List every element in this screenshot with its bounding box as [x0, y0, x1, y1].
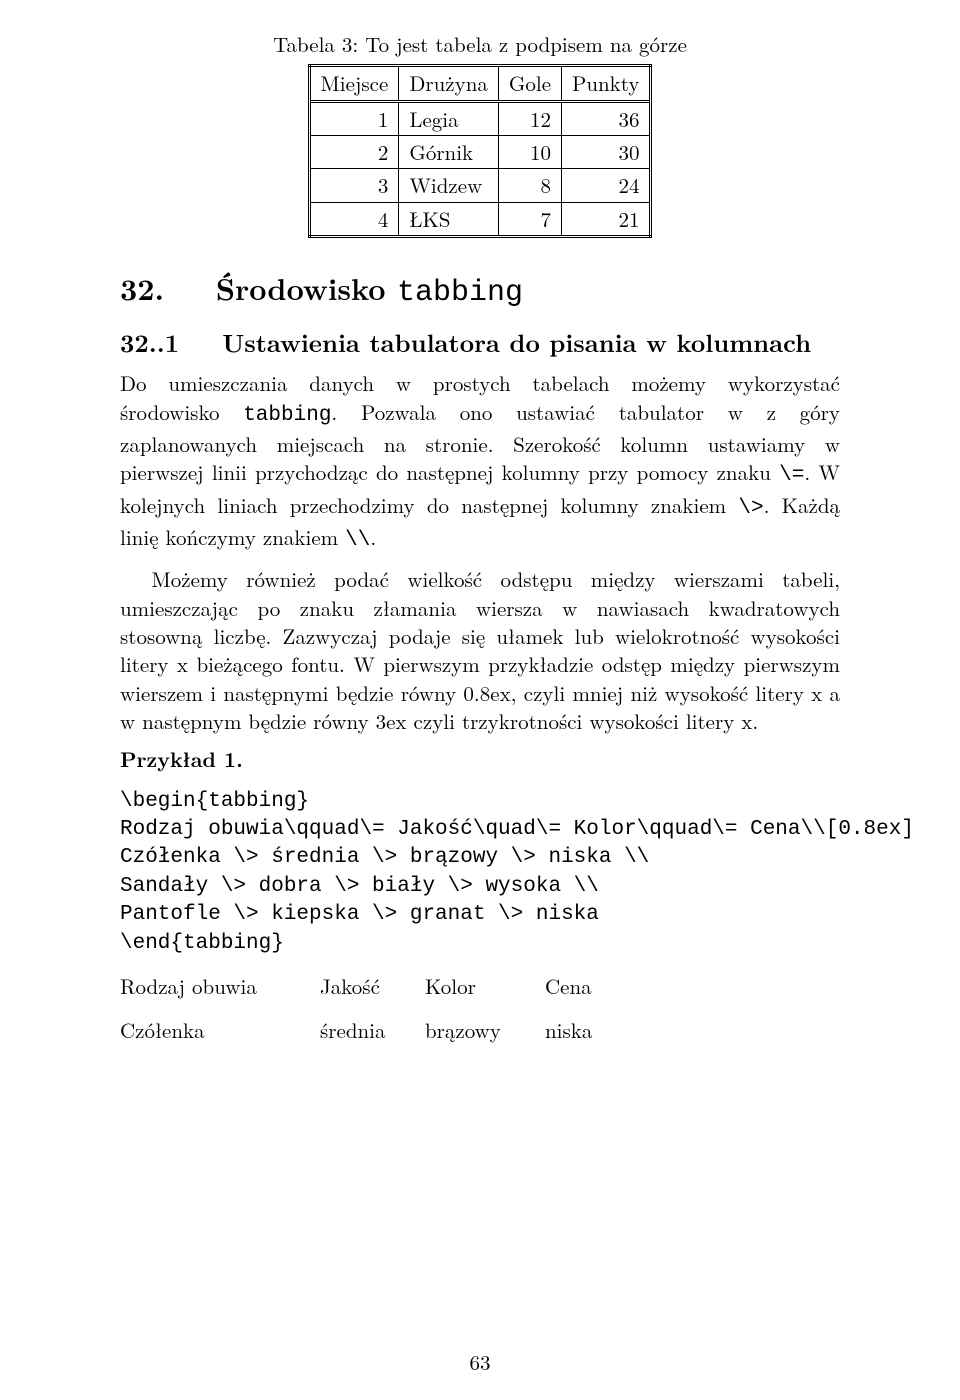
table-cell: ŁKS: [399, 202, 499, 236]
table-cell: 10: [498, 136, 561, 169]
table-cell: 2: [309, 136, 399, 169]
code-inline: tabbing: [243, 404, 331, 427]
code-block: \begin{tabbing} Rodzaj obuwia\qquad\= Ja…: [120, 788, 840, 958]
tabbing-cell: Czółenka: [120, 1016, 320, 1044]
subsection-title: Ustawienia tabulatora do pisania w kolum…: [222, 325, 811, 360]
subsection-heading: 32..1 Ustawienia tabulatora do pisania w…: [120, 326, 840, 360]
page: Tabela 3: To jest tabela z podpisem na g…: [0, 0, 960, 1400]
paragraph-2: Możemy również podać wielkość odstępu mi…: [120, 565, 840, 735]
code-inline: \\: [345, 529, 370, 552]
tabbing-result: Rodzaj obuwia Jakość Kolor Cena Czółenka…: [120, 972, 840, 1045]
table-cell: 30: [562, 136, 651, 169]
table-cell: 12: [498, 101, 561, 135]
table-cell: 7: [498, 202, 561, 236]
section-number: 32.: [120, 266, 164, 309]
tabbing-cell: Kolor: [425, 972, 545, 1000]
text: .: [370, 522, 376, 552]
tabbing-cell: brązowy: [425, 1016, 545, 1044]
table-cell: 1: [309, 101, 399, 135]
tabbing-cell: średnia: [320, 1016, 425, 1044]
tabbing-row: Czółenka średnia brązowy niska: [120, 1016, 840, 1044]
table-cell: Górnik: [399, 136, 499, 169]
table-caption: Tabela 3: To jest tabela z podpisem na g…: [120, 30, 840, 58]
table-header: Miejsce: [309, 66, 399, 101]
code-inline: \>: [738, 497, 763, 520]
tabbing-header-row: Rodzaj obuwia Jakość Kolor Cena: [120, 972, 840, 1000]
table-cell: 8: [498, 169, 561, 202]
table-header: Drużyna: [399, 66, 499, 101]
table-cell: 3: [309, 169, 399, 202]
table-cell: 36: [562, 101, 651, 135]
table-cell: Legia: [399, 101, 499, 135]
table-header: Punkty: [562, 66, 651, 101]
table-cell: 24: [562, 169, 651, 202]
section-title-pre: Środowisko: [216, 266, 397, 309]
tabbing-cell: Rodzaj obuwia: [120, 972, 320, 1000]
section-heading: 32. Środowisko tabbing: [120, 268, 840, 314]
example-label-text: Przykład 1.: [120, 744, 243, 774]
paragraph-1: Do umieszczania danych w prostych tabela…: [120, 369, 840, 555]
data-table: Miejsce Drużyna Gole Punkty 1 Legia 12 3…: [308, 64, 653, 238]
code-inline: \=: [779, 464, 804, 487]
section-title-tt: tabbing: [397, 276, 523, 310]
page-number: 63: [0, 1348, 960, 1376]
tabbing-cell: niska: [545, 1016, 645, 1044]
subsection-number: 32..1: [120, 325, 179, 360]
table-cell: 21: [562, 202, 651, 236]
table-cell: Widzew: [399, 169, 499, 202]
tabbing-cell: Jakość: [320, 972, 425, 1000]
table-cell: 4: [309, 202, 399, 236]
tabbing-cell: Cena: [545, 972, 645, 1000]
example-label: Przykład 1.: [120, 745, 840, 773]
table-header: Gole: [498, 66, 561, 101]
